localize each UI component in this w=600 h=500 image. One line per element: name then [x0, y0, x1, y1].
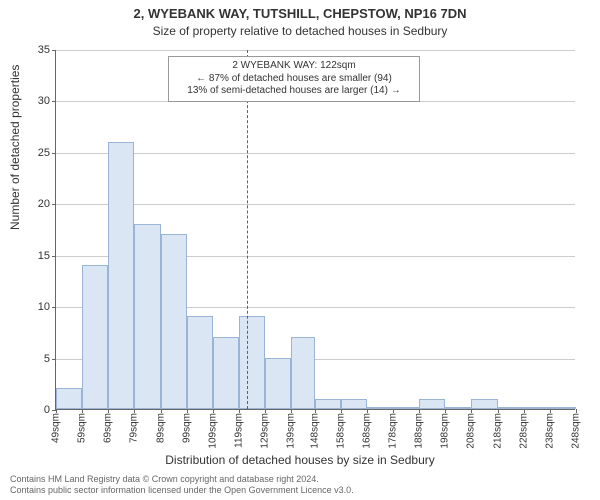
xtick-label: 99sqm	[181, 413, 192, 443]
xtick-label: 228sqm	[518, 413, 529, 449]
histogram-bar	[56, 388, 82, 409]
ytick-mark	[52, 256, 56, 257]
xtick-label: 89sqm	[155, 413, 166, 443]
histogram-plot-area: 0510152025303549sqm59sqm69sqm79sqm89sqm9…	[55, 50, 575, 410]
xtick-label: 109sqm	[207, 413, 218, 449]
histogram-bar	[471, 399, 497, 409]
ytick-label: 20	[38, 198, 50, 210]
ytick-mark	[52, 50, 56, 51]
marker-line	[247, 50, 248, 409]
grid-line	[56, 101, 575, 102]
ytick-label: 5	[44, 353, 50, 365]
grid-line	[56, 50, 575, 51]
histogram-bar	[445, 407, 471, 409]
xtick-label: 129sqm	[260, 413, 271, 449]
xtick-label: 208sqm	[466, 413, 477, 449]
ytick-mark	[52, 359, 56, 360]
xtick-label: 188sqm	[414, 413, 425, 449]
ytick-label: 35	[38, 44, 50, 56]
xtick-label: 148sqm	[309, 413, 320, 449]
x-axis-title: Distribution of detached houses by size …	[0, 453, 600, 467]
footer-line-2: Contains public sector information licen…	[10, 485, 354, 496]
ytick-label: 15	[38, 250, 50, 262]
histogram-bar	[213, 337, 239, 409]
chart-title-sub: Size of property relative to detached ho…	[0, 24, 600, 38]
histogram-bar	[419, 399, 445, 409]
annotation-box: 2 WYEBANK WAY: 122sqm ← 87% of detached …	[168, 56, 420, 102]
footer-attribution: Contains HM Land Registry data © Crown c…	[10, 474, 354, 497]
xtick-label: 158sqm	[335, 413, 346, 449]
ytick-mark	[52, 307, 56, 308]
ytick-label: 10	[38, 301, 50, 313]
histogram-bar	[524, 407, 550, 409]
footer-line-1: Contains HM Land Registry data © Crown c…	[10, 474, 354, 485]
xtick-label: 168sqm	[361, 413, 372, 449]
histogram-bar	[187, 316, 213, 409]
histogram-bar	[341, 399, 367, 409]
chart-title-main: 2, WYEBANK WAY, TUTSHILL, CHEPSTOW, NP16…	[0, 6, 600, 21]
histogram-bar	[291, 337, 315, 409]
xtick-label: 49sqm	[51, 413, 62, 443]
ytick-label: 0	[44, 404, 50, 416]
histogram-bar	[239, 316, 265, 409]
histogram-bar	[498, 407, 524, 409]
ytick-mark	[52, 153, 56, 154]
histogram-bar	[82, 265, 108, 409]
xtick-label: 178sqm	[388, 413, 399, 449]
xtick-label: 69sqm	[103, 413, 114, 443]
histogram-bar	[550, 407, 576, 409]
annotation-line-3: 13% of semi-detached houses are larger (…	[175, 85, 413, 98]
xtick-label: 238sqm	[544, 413, 555, 449]
ytick-mark	[52, 204, 56, 205]
xtick-label: 119sqm	[233, 413, 244, 448]
histogram-bar	[393, 407, 419, 409]
histogram-bar	[367, 407, 393, 409]
histogram-bar	[315, 399, 341, 409]
xtick-label: 79sqm	[129, 413, 140, 443]
annotation-line-1: 2 WYEBANK WAY: 122sqm	[175, 60, 413, 73]
histogram-bar	[134, 224, 160, 409]
xtick-label: 139sqm	[286, 413, 297, 449]
xtick-label: 218sqm	[492, 413, 503, 449]
xtick-label: 248sqm	[571, 413, 582, 449]
histogram-bar	[161, 234, 187, 409]
histogram-bar	[265, 358, 291, 409]
ytick-mark	[52, 101, 56, 102]
xtick-label: 59sqm	[77, 413, 88, 443]
y-axis-title: Number of detached properties	[8, 65, 22, 230]
ytick-label: 30	[38, 95, 50, 107]
xtick-label: 198sqm	[440, 413, 451, 449]
ytick-label: 25	[38, 147, 50, 159]
histogram-bar	[108, 142, 134, 409]
annotation-line-2: ← 87% of detached houses are smaller (94…	[175, 73, 413, 86]
